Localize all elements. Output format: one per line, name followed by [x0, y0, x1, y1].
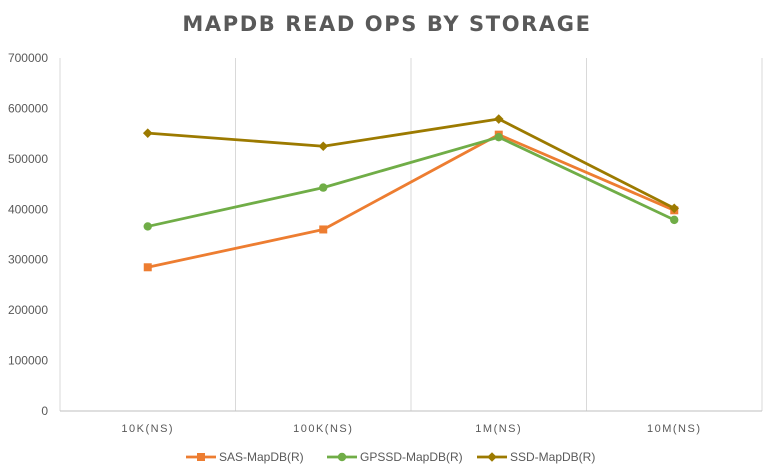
series-gpssd-mapdb-r: [143, 132, 679, 231]
legend-label: SAS-MapDB(R): [219, 450, 304, 464]
y-tick-label: 0: [41, 404, 48, 418]
grid: [59, 58, 763, 412]
y-axis-ticks: 0 100000 200000 300000 400000 500000 600000 700…: [8, 51, 48, 418]
x-tick-label: 10M(NS): [647, 423, 702, 435]
chart-title: MAPDB READ OPS BY STORAGE: [182, 12, 591, 36]
y-tick-label: 500000: [8, 152, 48, 166]
legend: SAS-MapDB(R) GPSSD-MapDB(R) SSD-MapDB(R): [186, 450, 595, 464]
data-point: [143, 222, 152, 231]
data-point: [142, 128, 153, 138]
data-point: [143, 263, 152, 272]
y-tick-label: 100000: [8, 354, 48, 368]
legend-marker: [487, 452, 497, 462]
legend-item: SAS-MapDB(R): [186, 450, 304, 464]
data-point: [493, 114, 504, 124]
data-point: [669, 203, 680, 214]
data-point: [319, 183, 328, 192]
y-tick-label: 200000: [8, 303, 48, 317]
legend-marker: [337, 452, 347, 462]
x-tick-label: 100K(NS): [293, 423, 353, 435]
legend-label: SSD-MapDB(R): [510, 450, 595, 464]
series-layer: [142, 114, 680, 272]
y-tick-label: 700000: [8, 51, 48, 65]
legend-marker: [197, 453, 205, 461]
data-point: [494, 132, 503, 142]
legend-label: GPSSD-MapDB(R): [360, 450, 463, 464]
legend-item: GPSSD-MapDB(R): [327, 450, 463, 464]
y-tick-label: 400000: [8, 202, 48, 216]
series-line: [146, 135, 676, 228]
series-line: [146, 117, 676, 210]
series-line: [146, 133, 676, 269]
legend-item: SSD-MapDB(R): [477, 450, 595, 464]
series-ssd-mapdb-r: [142, 114, 680, 214]
x-axis-ticks: 10K(NS) 100K(NS) 1M(NS) 10M(NS): [121, 423, 702, 435]
data-point: [670, 215, 679, 225]
y-tick-label: 300000: [8, 253, 48, 267]
data-point: [318, 141, 329, 152]
x-tick-label: 10K(NS): [121, 423, 174, 435]
data-point: [319, 225, 328, 234]
y-tick-label: 600000: [8, 101, 48, 115]
x-tick-label: 1M(NS): [475, 423, 522, 435]
